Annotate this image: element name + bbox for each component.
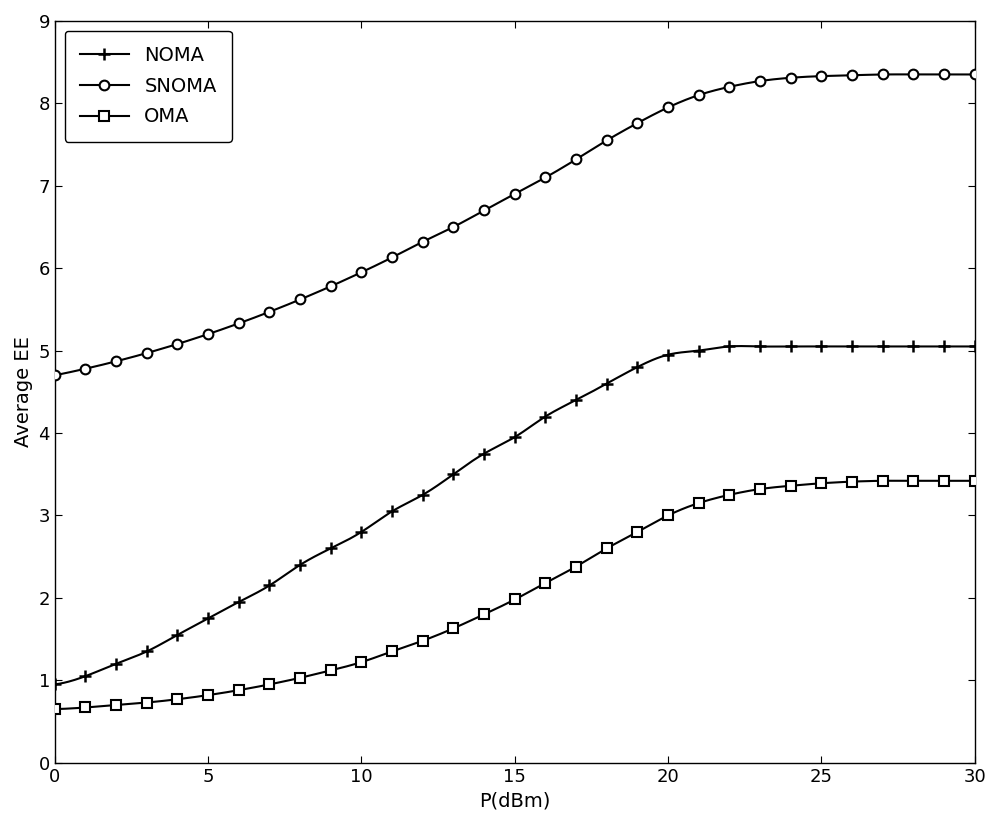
Legend: NOMA, SNOMA, OMA: NOMA, SNOMA, OMA bbox=[65, 30, 232, 142]
X-axis label: P(dBm): P(dBm) bbox=[479, 791, 550, 810]
Y-axis label: Average EE: Average EE bbox=[14, 336, 33, 447]
